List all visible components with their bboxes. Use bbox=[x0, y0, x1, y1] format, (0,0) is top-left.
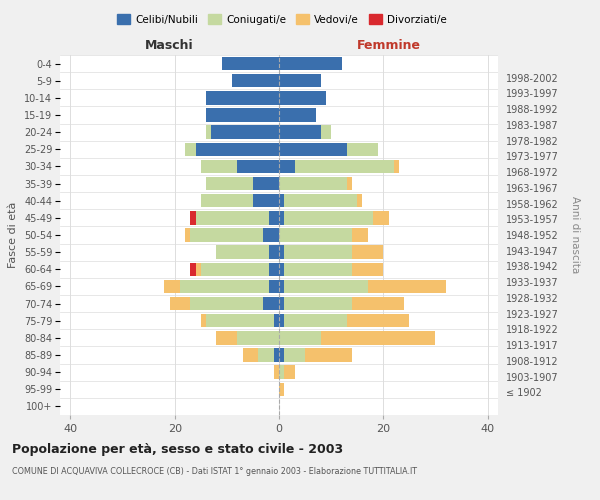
Bar bbox=[279, 366, 284, 379]
Bar bbox=[237, 331, 279, 344]
Bar bbox=[347, 177, 352, 190]
Bar bbox=[279, 262, 284, 276]
Bar bbox=[201, 314, 206, 328]
Bar bbox=[269, 246, 279, 259]
Bar bbox=[196, 211, 269, 224]
Text: COMUNE DI ACQUAVIVA COLLECROCE (CB) - Dati ISTAT 1° gennaio 2003 - Elaborazione : COMUNE DI ACQUAVIVA COLLECROCE (CB) - Da… bbox=[12, 468, 417, 476]
Text: Femmine: Femmine bbox=[356, 38, 421, 52]
Bar bbox=[269, 262, 279, 276]
Bar bbox=[253, 177, 279, 190]
Bar bbox=[279, 280, 284, 293]
Bar bbox=[368, 280, 446, 293]
Bar bbox=[217, 331, 237, 344]
Bar bbox=[279, 331, 321, 344]
Bar bbox=[206, 177, 253, 190]
Bar bbox=[185, 142, 196, 156]
Bar bbox=[279, 160, 295, 173]
Bar bbox=[253, 194, 279, 207]
Bar bbox=[347, 314, 409, 328]
Bar bbox=[196, 262, 201, 276]
Bar bbox=[185, 228, 190, 241]
Bar bbox=[211, 126, 279, 139]
Bar bbox=[373, 211, 389, 224]
Bar bbox=[206, 126, 211, 139]
Bar bbox=[269, 280, 279, 293]
Bar bbox=[279, 108, 316, 122]
Bar bbox=[279, 314, 284, 328]
Bar bbox=[232, 74, 279, 88]
Bar bbox=[321, 331, 436, 344]
Legend: Celibi/Nubili, Coniugati/e, Vedovi/e, Divorziati/e: Celibi/Nubili, Coniugati/e, Vedovi/e, Di… bbox=[113, 10, 451, 29]
Bar bbox=[284, 262, 352, 276]
Bar bbox=[201, 160, 237, 173]
Y-axis label: Fasce di età: Fasce di età bbox=[8, 202, 19, 268]
Bar bbox=[284, 211, 373, 224]
Bar bbox=[284, 297, 352, 310]
Bar bbox=[206, 108, 279, 122]
Bar bbox=[279, 177, 347, 190]
Bar bbox=[284, 366, 295, 379]
Bar bbox=[258, 348, 274, 362]
Bar bbox=[164, 280, 180, 293]
Bar bbox=[352, 297, 404, 310]
Bar bbox=[347, 142, 378, 156]
Bar bbox=[352, 262, 383, 276]
Bar bbox=[201, 262, 269, 276]
Bar bbox=[242, 348, 258, 362]
Bar bbox=[170, 297, 190, 310]
Bar bbox=[274, 314, 279, 328]
Bar bbox=[201, 194, 253, 207]
Bar bbox=[321, 126, 331, 139]
Bar bbox=[284, 314, 347, 328]
Bar bbox=[190, 228, 263, 241]
Bar bbox=[279, 74, 321, 88]
Bar bbox=[190, 211, 196, 224]
Bar bbox=[295, 160, 394, 173]
Bar bbox=[394, 160, 399, 173]
Bar bbox=[263, 297, 279, 310]
Bar bbox=[237, 160, 279, 173]
Bar bbox=[274, 366, 279, 379]
Bar bbox=[279, 348, 284, 362]
Y-axis label: Anni di nascita: Anni di nascita bbox=[569, 196, 580, 274]
Bar bbox=[279, 91, 326, 104]
Bar bbox=[269, 211, 279, 224]
Bar bbox=[190, 297, 263, 310]
Bar bbox=[279, 194, 284, 207]
Bar bbox=[284, 280, 368, 293]
Bar bbox=[279, 126, 321, 139]
Bar bbox=[305, 348, 352, 362]
Bar bbox=[279, 382, 284, 396]
Bar bbox=[196, 142, 279, 156]
Bar bbox=[206, 91, 279, 104]
Bar bbox=[284, 246, 352, 259]
Bar bbox=[279, 57, 341, 70]
Bar bbox=[206, 314, 274, 328]
Bar bbox=[279, 297, 284, 310]
Text: Maschi: Maschi bbox=[145, 38, 194, 52]
Bar bbox=[263, 228, 279, 241]
Bar bbox=[190, 262, 196, 276]
Bar bbox=[221, 57, 279, 70]
Bar bbox=[274, 348, 279, 362]
Bar bbox=[352, 246, 383, 259]
Bar bbox=[180, 280, 269, 293]
Bar bbox=[352, 228, 368, 241]
Bar bbox=[217, 246, 269, 259]
Bar bbox=[279, 228, 352, 241]
Bar bbox=[279, 142, 347, 156]
Text: Popolazione per età, sesso e stato civile - 2003: Popolazione per età, sesso e stato civil… bbox=[12, 442, 343, 456]
Bar bbox=[284, 194, 357, 207]
Bar bbox=[357, 194, 362, 207]
Bar bbox=[279, 246, 284, 259]
Bar bbox=[284, 348, 305, 362]
Bar bbox=[279, 211, 284, 224]
